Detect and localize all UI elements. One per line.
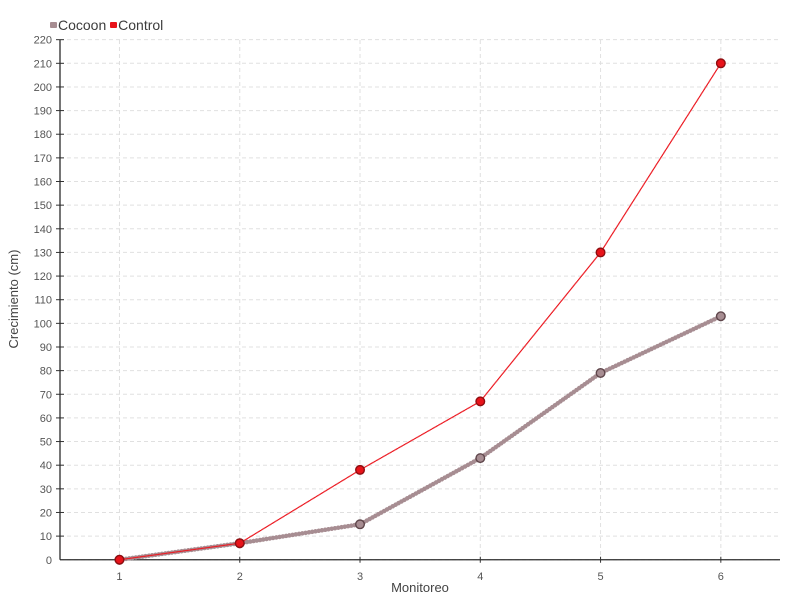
svg-text:6: 6 [718, 571, 724, 583]
svg-text:2: 2 [237, 571, 243, 583]
svg-text:Monitoreo: Monitoreo [391, 580, 449, 595]
svg-text:160: 160 [34, 177, 52, 189]
svg-text:100: 100 [34, 318, 52, 330]
svg-text:180: 180 [34, 129, 52, 141]
svg-text:200: 200 [34, 82, 52, 94]
svg-text:20: 20 [40, 507, 52, 519]
svg-text:40: 40 [40, 460, 52, 472]
svg-text:130: 130 [34, 247, 52, 259]
svg-text:Crecimiento (cm): Crecimiento (cm) [6, 250, 21, 349]
svg-text:140: 140 [34, 224, 52, 236]
svg-text:110: 110 [34, 295, 52, 307]
svg-text:170: 170 [34, 153, 52, 165]
svg-text:30: 30 [40, 484, 52, 496]
svg-text:60: 60 [40, 413, 52, 425]
svg-text:220: 220 [34, 35, 52, 47]
svg-text:50: 50 [40, 437, 52, 449]
svg-text:4: 4 [477, 571, 483, 583]
svg-text:1: 1 [116, 571, 122, 583]
svg-text:190: 190 [34, 106, 52, 118]
svg-text:10: 10 [40, 531, 52, 543]
svg-text:5: 5 [597, 571, 603, 583]
svg-text:210: 210 [34, 58, 52, 70]
svg-text:80: 80 [40, 366, 52, 378]
svg-text:70: 70 [40, 389, 52, 401]
svg-text:120: 120 [34, 271, 52, 283]
svg-text:0: 0 [46, 555, 52, 567]
svg-text:90: 90 [40, 342, 52, 354]
svg-text:3: 3 [357, 571, 363, 583]
svg-text:150: 150 [34, 200, 52, 212]
